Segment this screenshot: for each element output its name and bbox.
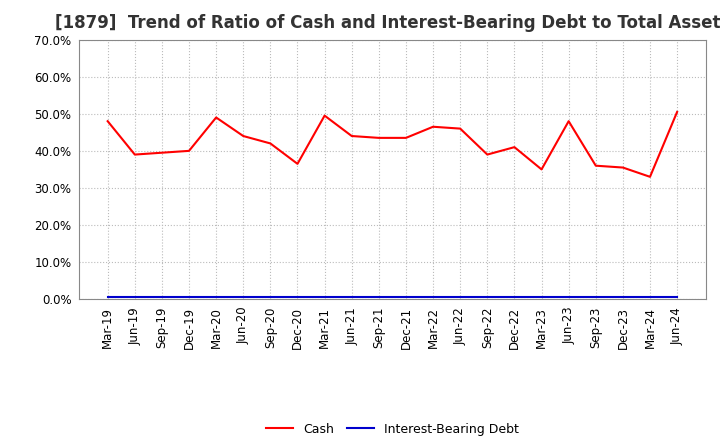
Line: Cash: Cash bbox=[108, 112, 677, 177]
Interest-Bearing Debt bbox=[672, 295, 681, 300]
Interest-Bearing Debt bbox=[483, 295, 492, 300]
Interest-Bearing Debt bbox=[239, 295, 248, 300]
Cash bbox=[564, 118, 573, 124]
Interest-Bearing Debt bbox=[646, 295, 654, 300]
Interest-Bearing Debt bbox=[564, 295, 573, 300]
Cash bbox=[591, 163, 600, 169]
Cash bbox=[104, 118, 112, 124]
Interest-Bearing Debt bbox=[537, 295, 546, 300]
Interest-Bearing Debt bbox=[293, 295, 302, 300]
Cash bbox=[212, 115, 220, 120]
Cash bbox=[483, 152, 492, 157]
Cash bbox=[428, 124, 437, 129]
Interest-Bearing Debt bbox=[212, 295, 220, 300]
Cash bbox=[672, 109, 681, 114]
Cash bbox=[374, 135, 383, 140]
Interest-Bearing Debt bbox=[618, 295, 627, 300]
Cash bbox=[239, 133, 248, 139]
Interest-Bearing Debt bbox=[510, 295, 518, 300]
Interest-Bearing Debt bbox=[130, 295, 139, 300]
Interest-Bearing Debt bbox=[374, 295, 383, 300]
Interest-Bearing Debt bbox=[348, 295, 356, 300]
Interest-Bearing Debt bbox=[428, 295, 437, 300]
Cash bbox=[320, 113, 329, 118]
Interest-Bearing Debt bbox=[158, 295, 166, 300]
Cash bbox=[510, 144, 518, 150]
Interest-Bearing Debt bbox=[104, 295, 112, 300]
Cash bbox=[130, 152, 139, 157]
Interest-Bearing Debt bbox=[591, 295, 600, 300]
Interest-Bearing Debt bbox=[266, 295, 275, 300]
Cash bbox=[456, 126, 464, 131]
Cash bbox=[158, 150, 166, 155]
Cash bbox=[348, 133, 356, 139]
Interest-Bearing Debt bbox=[185, 295, 194, 300]
Cash bbox=[537, 167, 546, 172]
Cash bbox=[185, 148, 194, 154]
Title: [1879]  Trend of Ratio of Cash and Interest-Bearing Debt to Total Assets: [1879] Trend of Ratio of Cash and Intere… bbox=[55, 15, 720, 33]
Interest-Bearing Debt bbox=[320, 295, 329, 300]
Cash bbox=[618, 165, 627, 170]
Interest-Bearing Debt bbox=[402, 295, 410, 300]
Interest-Bearing Debt bbox=[456, 295, 464, 300]
Cash bbox=[646, 174, 654, 180]
Cash bbox=[266, 141, 275, 146]
Cash bbox=[402, 135, 410, 140]
Legend: Cash, Interest-Bearing Debt: Cash, Interest-Bearing Debt bbox=[266, 423, 519, 436]
Cash bbox=[293, 161, 302, 166]
